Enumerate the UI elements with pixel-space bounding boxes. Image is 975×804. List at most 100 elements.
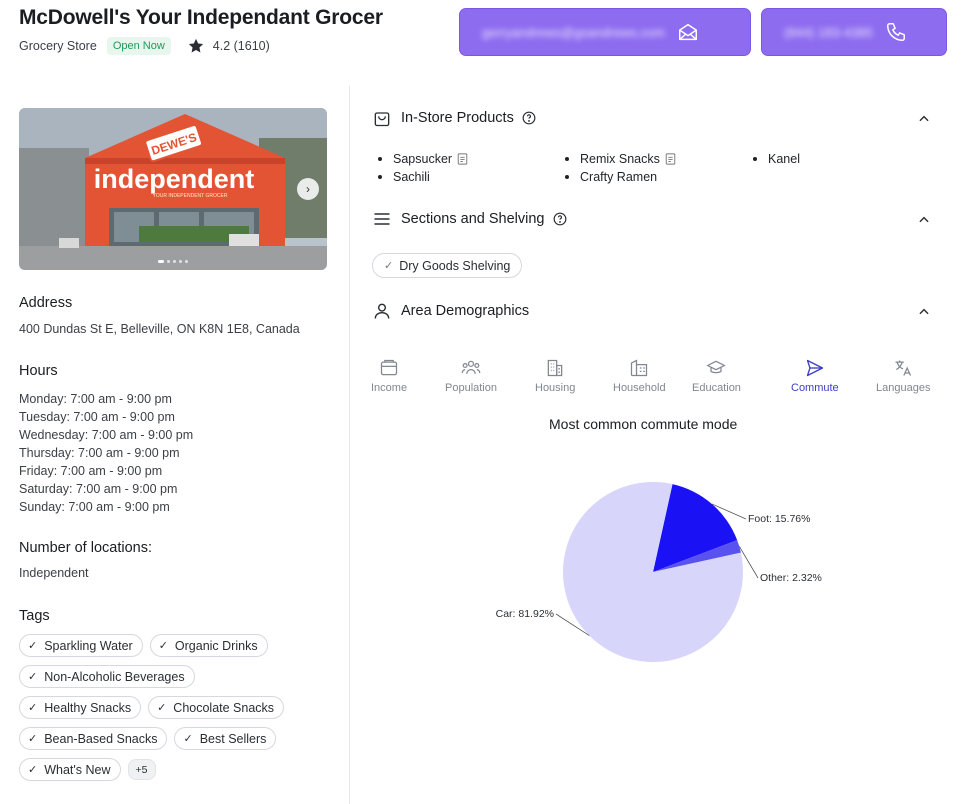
check-icon: ✓ <box>384 260 394 272</box>
chevron-up-icon[interactable] <box>917 213 931 227</box>
hours-row: Thursday: 7:00 am - 9:00 pm <box>19 446 180 460</box>
status-badge: Open Now <box>106 37 171 55</box>
area-demographics-title: Area Demographics <box>401 303 530 319</box>
carousel-dot[interactable] <box>179 260 182 263</box>
carousel-dot[interactable] <box>167 260 170 263</box>
tab-education[interactable]: Education <box>692 358 741 394</box>
user-icon <box>374 303 390 319</box>
hours-row: Wednesday: 7:00 am - 9:00 pm <box>19 428 194 442</box>
chevron-up-icon[interactable] <box>917 112 931 126</box>
check-icon: ✓ <box>28 764 38 776</box>
hours-list: Monday: 7:00 am - 9:00 pm Tuesday: 7:00 … <box>19 390 193 516</box>
menu-lines-icon <box>374 213 390 225</box>
tag-chip[interactable]: ✓ Healthy Snacks <box>19 696 142 719</box>
building-icon <box>547 359 563 377</box>
hours-row: Monday: 7:00 am - 9:00 pm <box>19 392 172 406</box>
carousel-dot[interactable] <box>185 260 188 263</box>
tab-label: Income <box>371 382 408 394</box>
translate-icon <box>895 360 912 376</box>
mail-open-icon <box>679 23 697 41</box>
in-store-products-header[interactable]: In-Store Products <box>372 108 536 128</box>
product-item[interactable]: Kanel <box>753 152 800 166</box>
pie-leader-line <box>711 503 747 520</box>
tag-label: Bean-Based Snacks <box>44 731 158 746</box>
sections-shelving-header[interactable]: Sections and Shelving <box>372 209 567 229</box>
email-button[interactable]: gerryandrews@gsandrews.com <box>459 8 751 56</box>
tag-chip[interactable]: ✓ Chocolate Snacks <box>148 696 285 719</box>
store-photo-carousel[interactable]: DEWE'S independent YOUR INDEPENDENT GROC… <box>19 108 327 270</box>
tab-household[interactable]: Household <box>613 358 666 394</box>
hours-label: Hours <box>19 363 58 379</box>
users-icon <box>461 360 481 374</box>
column-divider <box>349 86 350 804</box>
wallet-icon <box>380 359 398 376</box>
product-item[interactable]: Sapsucker <box>378 152 468 166</box>
hours-row: Tuesday: 7:00 am - 9:00 pm <box>19 410 175 424</box>
tag-label: Organic Drinks <box>174 638 258 653</box>
chart-title: Most common commute mode <box>549 416 738 432</box>
product-label: Kanel <box>768 152 800 166</box>
demographics-tabs: Income Population Housing Household Educ… <box>362 358 952 400</box>
rating-text: 4.2 (1610) <box>212 39 270 53</box>
tab-label: Household <box>613 382 666 394</box>
shelving-chip[interactable]: ✓ Dry Goods Shelving <box>372 253 523 278</box>
chevron-up-icon[interactable] <box>917 305 931 319</box>
product-item[interactable]: Remix Snacks <box>565 152 676 166</box>
area-demographics-header[interactable]: Area Demographics <box>372 301 529 321</box>
pie-slice-car[interactable] <box>563 482 743 662</box>
phone-icon <box>886 23 905 41</box>
carousel-dot[interactable] <box>173 260 176 263</box>
tag-chip[interactable]: ✓ What's New <box>19 758 121 781</box>
tab-population[interactable]: Population <box>445 358 497 394</box>
product-label: Remix Snacks <box>580 152 660 166</box>
pie-slice-other[interactable] <box>653 540 741 572</box>
tag-chip[interactable]: ✓ Organic Drinks <box>149 634 268 657</box>
phone-number: (844) 183-4385 <box>784 24 873 40</box>
shelving-chip-label: Dry Goods Shelving <box>399 258 511 273</box>
tab-label: Languages <box>876 382 931 394</box>
tags-label: Tags <box>19 608 50 624</box>
product-label: Crafty Ramen <box>580 170 658 184</box>
tag-label: Sparkling Water <box>44 638 133 653</box>
tab-languages[interactable]: Languages <box>876 358 930 394</box>
phone-button[interactable]: (844) 183-4385 <box>761 8 947 56</box>
tag-chip[interactable]: ✓ Bean-Based Snacks <box>19 727 168 750</box>
check-icon: ✓ <box>28 671 38 683</box>
tab-commute[interactable]: Commute <box>791 358 839 394</box>
product-item[interactable]: Crafty Ramen <box>565 170 657 184</box>
paper-plane-icon <box>806 359 824 377</box>
tab-label: Population <box>445 382 497 394</box>
tab-housing[interactable]: Housing <box>535 358 575 394</box>
product-item[interactable]: Sachili <box>378 170 430 184</box>
tags-more-button[interactable]: +5 <box>127 759 156 780</box>
help-circle-icon[interactable] <box>522 111 536 125</box>
in-store-products-title: In-Store Products <box>401 110 514 126</box>
store-meta: Grocery Store Open Now 4.2 (1610) <box>19 37 270 55</box>
check-icon: ✓ <box>28 702 38 714</box>
check-icon: ✓ <box>157 702 167 714</box>
pie-label-other: Other: 2.32% <box>760 572 822 584</box>
tab-income[interactable]: Income <box>371 358 407 394</box>
carousel-dot[interactable] <box>158 260 164 263</box>
email-address: gerryandrews@gsandrews.com <box>482 24 665 40</box>
carousel-dots <box>19 260 327 263</box>
tag-chip[interactable]: ✓ Sparkling Water <box>19 634 143 657</box>
help-circle-icon[interactable] <box>553 212 567 226</box>
check-icon: ✓ <box>28 733 38 745</box>
locations-label: Number of locations: <box>19 540 152 556</box>
tag-label: Best Sellers <box>199 731 267 746</box>
tag-chip[interactable]: ✓ Non-Alcoholic Beverages <box>19 665 195 688</box>
shopping-bag-icon <box>374 112 390 127</box>
tag-label: Non-Alcoholic Beverages <box>44 669 185 684</box>
pie-leader-line <box>738 546 759 579</box>
tab-label: Education <box>692 382 741 394</box>
tag-chip[interactable]: ✓ Best Sellers <box>174 727 277 750</box>
hours-row: Friday: 7:00 am - 9:00 pm <box>19 464 163 478</box>
hours-row: Sunday: 7:00 am - 9:00 pm <box>19 500 170 514</box>
carousel-next-button[interactable]: › <box>297 178 319 200</box>
document-icon <box>457 153 468 165</box>
pie-leader-line <box>555 613 590 636</box>
pie-slice-foot[interactable] <box>653 484 738 572</box>
check-icon: ✓ <box>183 733 193 745</box>
tag-label: What's New <box>44 762 111 777</box>
